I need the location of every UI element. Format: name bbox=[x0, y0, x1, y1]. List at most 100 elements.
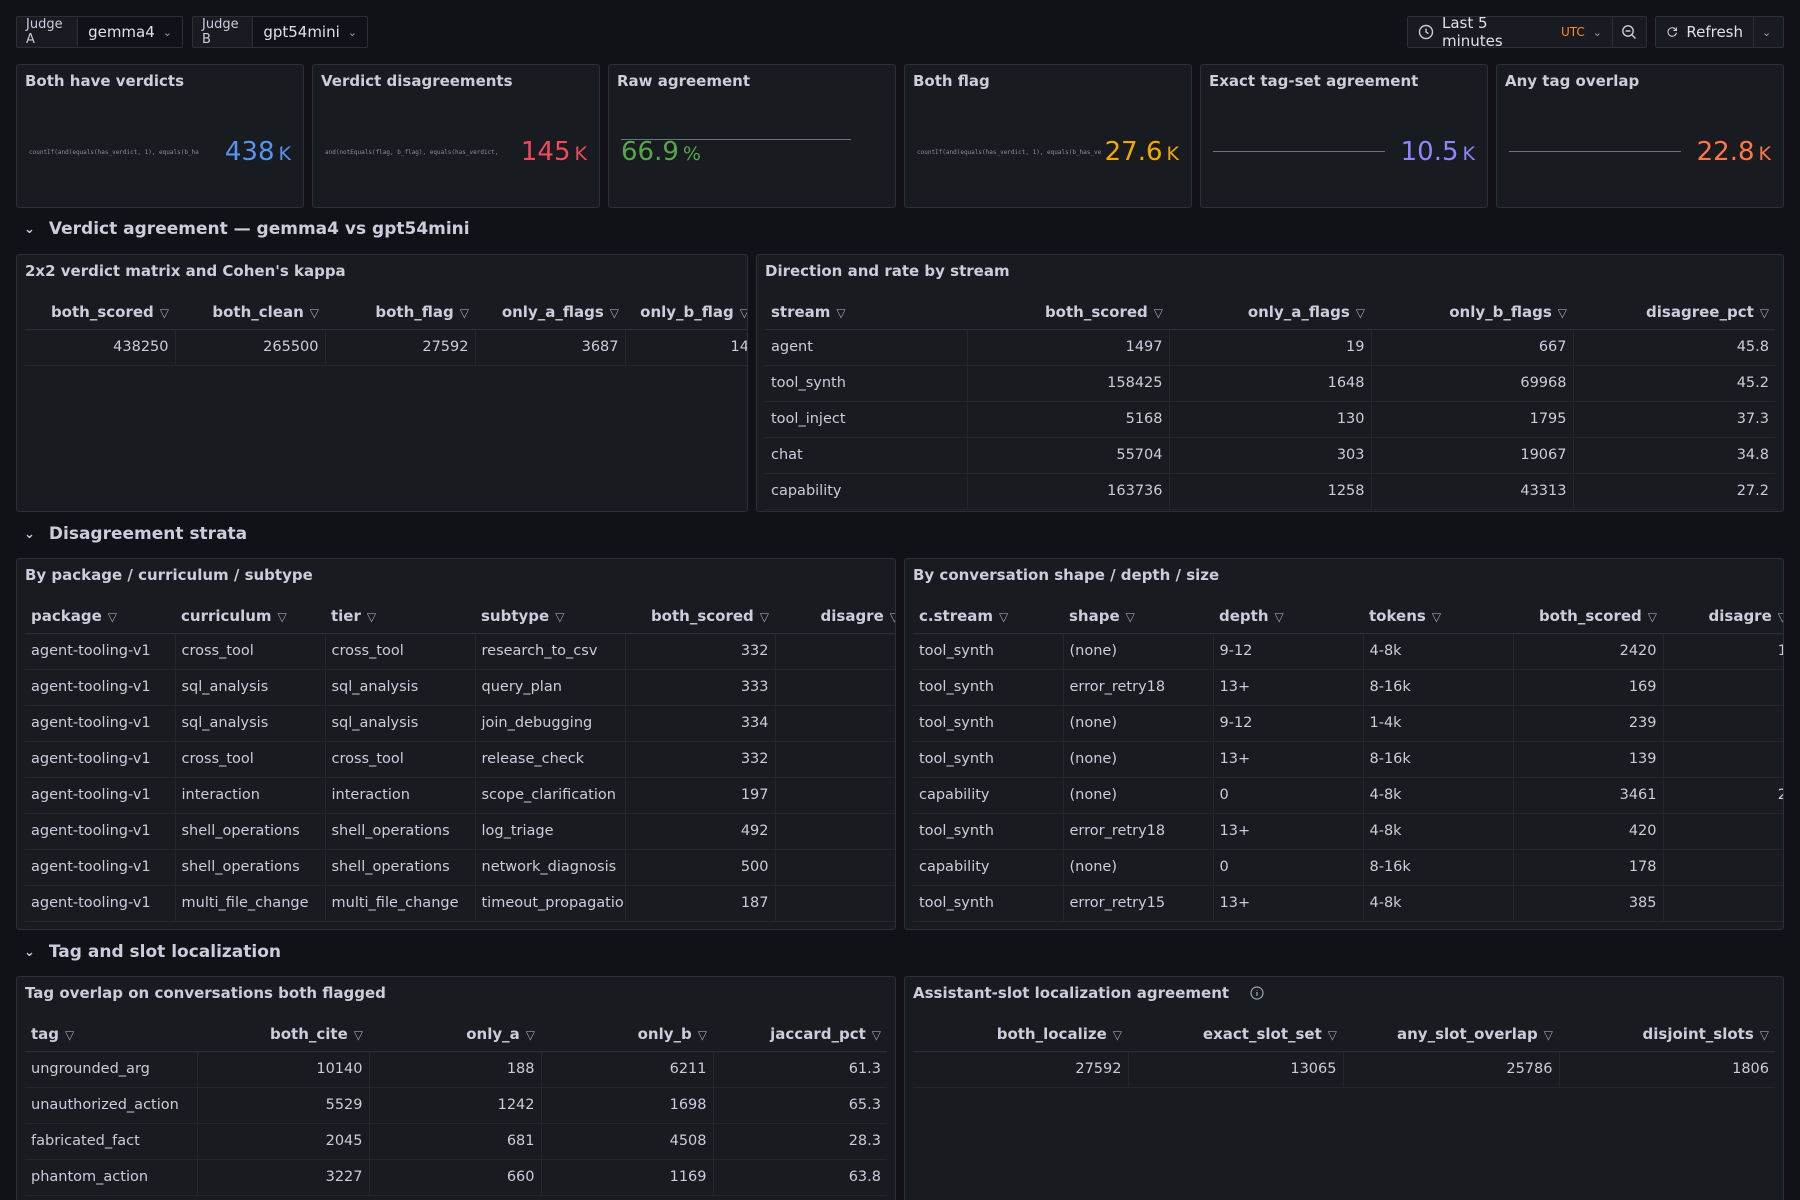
stat-panel-any-tag-overlap[interactable]: Any tag overlap 22.8 K bbox=[1496, 64, 1784, 208]
column-header[interactable]: c.stream ▽ bbox=[913, 599, 1063, 634]
column-header-label: only_a_flags bbox=[501, 302, 604, 321]
column-header[interactable]: both_scored ▽ bbox=[25, 295, 175, 330]
filter-icon[interactable]: ▽ bbox=[1543, 1027, 1553, 1042]
table-row: fabricated_fact 2045 681 4508 28.3 bbox=[25, 1123, 887, 1160]
filter-icon[interactable]: ▽ bbox=[353, 1027, 363, 1042]
sparkline bbox=[1509, 151, 1681, 152]
stat-panel-both-have-verdicts[interactable]: Both have verdicts countIf(and(equals(ha… bbox=[16, 64, 304, 208]
filter-icon[interactable]: ▽ bbox=[555, 609, 565, 624]
column-header[interactable]: both_localize ▽ bbox=[913, 1017, 1128, 1052]
filter-icon[interactable]: ▽ bbox=[107, 609, 117, 624]
column-header[interactable]: only_a_flags ▽ bbox=[1169, 295, 1371, 330]
column-header[interactable]: exact_slot_set ▽ bbox=[1128, 1017, 1343, 1052]
column-header[interactable]: tier ▽ bbox=[325, 599, 475, 634]
table-cell: 4-8k bbox=[1363, 813, 1514, 850]
column-header-label: only_a_flags bbox=[1247, 302, 1350, 321]
column-header[interactable]: both_scored ▽ bbox=[967, 295, 1169, 330]
column-header[interactable]: only_a_flags ▽ bbox=[475, 295, 625, 330]
column-header[interactable]: curriculum ▽ bbox=[175, 599, 325, 634]
filter-icon[interactable]: ▽ bbox=[1125, 609, 1135, 624]
column-header-label: both_scored bbox=[1538, 606, 1642, 625]
column-header[interactable]: both_clean ▽ bbox=[175, 295, 325, 330]
column-header[interactable]: only_a ▽ bbox=[369, 1017, 541, 1052]
stat-query-text: and(notEquals(flag, b_flag), equals(has_… bbox=[325, 149, 500, 156]
column-header[interactable]: package ▽ bbox=[25, 599, 175, 634]
table-cell bbox=[1663, 669, 1783, 706]
table-cell: (none) bbox=[1063, 741, 1214, 778]
filter-icon[interactable]: ▽ bbox=[871, 1027, 881, 1042]
judge-a-select[interactable]: gemma4 ⌄ bbox=[78, 17, 182, 47]
zoom-out-button[interactable] bbox=[1613, 17, 1645, 47]
filter-icon[interactable]: ▽ bbox=[1112, 1027, 1122, 1042]
filter-icon[interactable]: ▽ bbox=[1327, 1027, 1337, 1042]
filter-icon[interactable]: ▽ bbox=[890, 610, 895, 624]
column-header[interactable]: stream ▽ bbox=[765, 295, 967, 330]
stat-panel-exact-tag-set-agreement[interactable]: Exact tag-set agreement 10.5 K bbox=[1200, 64, 1488, 208]
column-header-label: both_scored bbox=[1044, 302, 1148, 321]
column-header[interactable]: both_flag ▽ bbox=[325, 295, 475, 330]
column-header[interactable]: only_b_flags ▽ bbox=[1371, 295, 1573, 330]
column-header-label: both_cite bbox=[269, 1024, 348, 1043]
filter-icon[interactable]: ▽ bbox=[1647, 609, 1657, 624]
column-header[interactable]: subtype ▽ bbox=[475, 599, 625, 634]
column-header[interactable]: disagree_pct ▽ bbox=[1573, 295, 1775, 330]
judge-b-select[interactable]: gpt54mini ⌄ bbox=[253, 17, 367, 47]
filter-icon[interactable]: ▽ bbox=[1274, 609, 1284, 624]
column-header[interactable]: disagre ▽ bbox=[775, 599, 895, 634]
column-header-label: both_flag bbox=[375, 302, 454, 321]
filter-icon[interactable]: ▽ bbox=[309, 305, 319, 320]
stat-panel-verdict-disagreements[interactable]: Verdict disagreements and(notEquals(flag… bbox=[312, 64, 600, 208]
column-header[interactable]: depth ▽ bbox=[1213, 599, 1363, 634]
filter-icon[interactable]: ▽ bbox=[740, 306, 747, 320]
filter-icon[interactable]: ▽ bbox=[759, 609, 769, 624]
refresh-interval-dropdown[interactable]: ⌄ bbox=[1754, 17, 1779, 47]
stat-panel-raw-agreement[interactable]: Raw agreement 66.9% bbox=[608, 64, 896, 208]
table-row: agent-tooling-v1 cross_tool cross_tool rele… bbox=[25, 741, 895, 778]
column-header[interactable]: both_scored ▽ bbox=[625, 599, 775, 634]
column-header[interactable]: disagre ▽ bbox=[1663, 599, 1783, 634]
info-icon[interactable] bbox=[1250, 986, 1264, 1000]
filter-icon[interactable]: ▽ bbox=[1431, 609, 1442, 624]
table-cell: log_triage bbox=[475, 813, 626, 850]
filter-icon[interactable]: ▽ bbox=[65, 1027, 75, 1042]
filter-icon[interactable]: ▽ bbox=[609, 305, 619, 320]
refresh-button[interactable]: Refresh bbox=[1656, 17, 1753, 47]
filter-icon[interactable]: ▽ bbox=[459, 305, 469, 320]
filter-icon[interactable]: ▽ bbox=[999, 609, 1009, 624]
filter-icon[interactable]: ▽ bbox=[1759, 305, 1769, 320]
filter-icon[interactable]: ▽ bbox=[697, 1027, 707, 1042]
column-header[interactable]: both_scored ▽ bbox=[1513, 599, 1663, 634]
column-header[interactable]: only_b_flag ▽ bbox=[625, 295, 747, 330]
column-header[interactable]: both_cite ▽ bbox=[197, 1017, 369, 1052]
stat-panel-both-flag[interactable]: Both flag countIf(and(equals(has_verdict… bbox=[904, 64, 1192, 208]
filter-icon[interactable]: ▽ bbox=[1557, 305, 1567, 320]
filter-icon[interactable]: ▽ bbox=[1759, 1027, 1769, 1042]
row-verdict-agreement[interactable]: ⌄ Verdict agreement — gemma4 vs gpt54min… bbox=[24, 219, 470, 239]
column-header-label: tokens bbox=[1369, 606, 1426, 625]
column-header[interactable]: any_slot_overlap ▽ bbox=[1343, 1017, 1559, 1052]
column-header[interactable]: only_b ▽ bbox=[541, 1017, 713, 1052]
table-row: unauthorized_action 5529 1242 1698 65.3 bbox=[25, 1087, 887, 1124]
table-cell: 8-16k bbox=[1363, 849, 1514, 886]
row-disagreement-strata[interactable]: ⌄ Disagreement strata bbox=[24, 524, 247, 544]
column-header[interactable]: jaccard_pct ▽ bbox=[713, 1017, 887, 1052]
column-header[interactable]: disjoint_slots ▽ bbox=[1559, 1017, 1775, 1052]
table-cell: 9-12 bbox=[1213, 705, 1364, 742]
column-header[interactable]: tag ▽ bbox=[25, 1017, 197, 1052]
table-cell: capability bbox=[765, 473, 968, 510]
filter-icon[interactable]: ▽ bbox=[1778, 610, 1783, 624]
table-cell: 37.3 bbox=[1573, 401, 1775, 438]
filter-icon[interactable]: ▽ bbox=[525, 1027, 535, 1042]
filter-icon[interactable]: ▽ bbox=[836, 305, 846, 320]
filter-icon[interactable]: ▽ bbox=[159, 305, 169, 320]
filter-icon[interactable]: ▽ bbox=[277, 609, 287, 624]
filter-icon[interactable]: ▽ bbox=[1153, 305, 1163, 320]
judge-a-value: gemma4 bbox=[88, 23, 155, 41]
filter-icon[interactable]: ▽ bbox=[366, 609, 377, 624]
column-header[interactable]: tokens ▽ bbox=[1363, 599, 1513, 634]
time-range-button[interactable]: Last 5 minutes UTC ⌄ bbox=[1408, 14, 1612, 50]
table-cell: 3687 bbox=[475, 329, 626, 366]
column-header[interactable]: shape ▽ bbox=[1063, 599, 1213, 634]
row-tag-slot-localization[interactable]: ⌄ Tag and slot localization bbox=[24, 942, 281, 962]
filter-icon[interactable]: ▽ bbox=[1355, 305, 1365, 320]
